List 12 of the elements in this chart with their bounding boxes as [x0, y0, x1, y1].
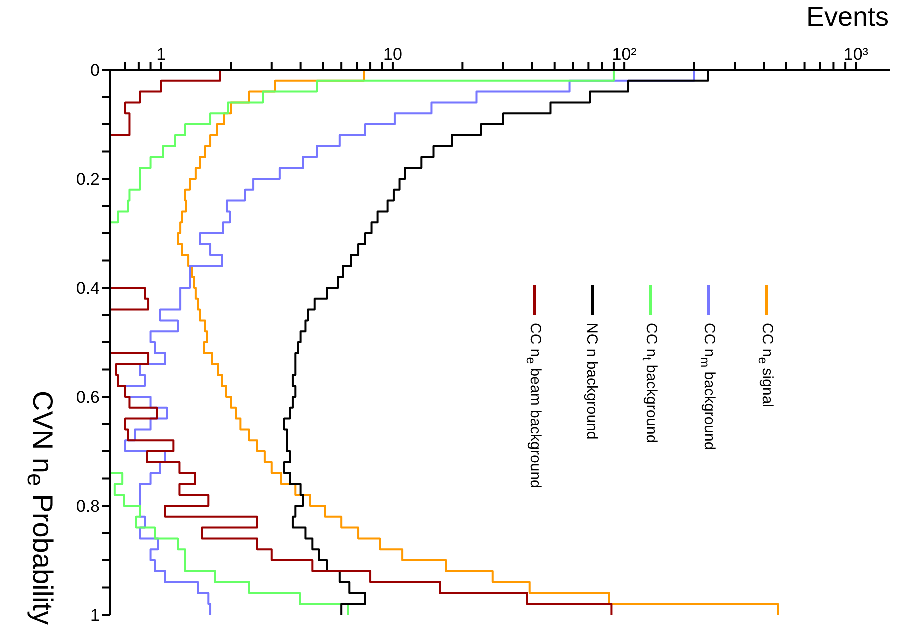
- y-tick-label: 0.4: [76, 279, 100, 298]
- x-tick-label: 10: [384, 45, 402, 64]
- y-tick-label: 0: [90, 61, 100, 80]
- y-tick-label: 0.8: [76, 497, 100, 516]
- x-tick-label: 1: [156, 45, 166, 64]
- x-axis-title: Events: [806, 2, 889, 33]
- legend-label: NC n background: [584, 323, 600, 440]
- x-tick-label: 10³: [844, 45, 869, 64]
- y-tick-label: 0.6: [76, 388, 100, 408]
- y-tick-label: 0.2: [76, 170, 100, 190]
- x-tick-label: 10²: [612, 45, 638, 64]
- y-tick-label: 1: [90, 606, 100, 626]
